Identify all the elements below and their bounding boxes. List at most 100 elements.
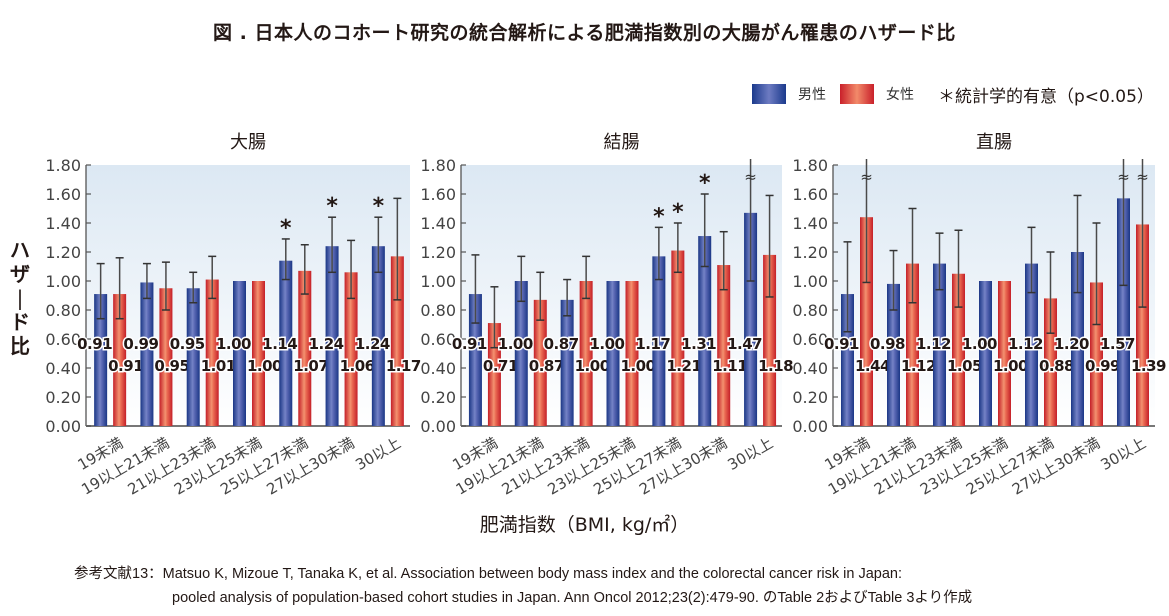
bar-female	[1044, 298, 1057, 426]
value-label-female: 1.12	[901, 357, 936, 375]
bar-female	[344, 272, 358, 426]
bar-male	[652, 256, 666, 426]
bar-female	[487, 323, 501, 426]
legend: 男性 女性 ＊統計学的有意（p<0.05）	[752, 82, 1154, 107]
significance-asterisk: *	[373, 194, 385, 219]
value-label-female: 1.01	[201, 357, 236, 375]
plot-background	[833, 165, 1155, 426]
axis-break-mark: ≈	[860, 168, 873, 186]
y-tick-label: 0.00	[792, 417, 828, 436]
plot-background	[461, 165, 782, 426]
bar-female	[671, 250, 685, 426]
value-label-male: 1.12	[1008, 335, 1043, 353]
bar-male	[186, 288, 200, 426]
significance-asterisk: *	[699, 171, 711, 196]
x-tick-label: 30以上	[725, 434, 777, 474]
y-tick-label: 1.20	[792, 243, 828, 262]
y-tick-label: 1.40	[792, 214, 828, 233]
panel-title: 直腸	[976, 132, 1012, 153]
value-label-male: 0.87	[544, 335, 579, 353]
y-tick-label: 0.60	[792, 330, 828, 349]
y-tick-label: 0.80	[792, 301, 828, 320]
reference-line-2: pooled analysis of population-based coho…	[172, 590, 973, 606]
value-label-male: 0.91	[824, 335, 859, 353]
y-tick-label: 1.80	[792, 156, 828, 175]
value-label-male: 1.24	[309, 335, 344, 353]
bar-female	[998, 281, 1011, 426]
y-tick-label: 1.40	[45, 214, 81, 233]
bar-male	[1071, 252, 1084, 426]
y-tick-label: 0.60	[45, 330, 81, 349]
legend-significance-note: ＊統計学的有意（p<0.05）	[938, 86, 1154, 107]
bar-female	[113, 294, 127, 426]
value-label-female: 1.17	[386, 357, 421, 375]
bar-female	[579, 281, 593, 426]
value-label-male: 1.17	[635, 335, 670, 353]
y-tick-label: 1.60	[792, 185, 828, 204]
significance-asterisk: *	[326, 194, 338, 219]
y-tick-label: 0.40	[420, 359, 456, 378]
panel-title: 大腸	[230, 132, 266, 153]
y-axis-label-char: 比	[10, 334, 30, 358]
bar-male	[325, 246, 339, 426]
value-label-male: 0.91	[452, 335, 487, 353]
y-tick-label: 1.00	[45, 272, 81, 291]
value-label-female: 0.95	[154, 357, 189, 375]
bar-male	[514, 281, 528, 426]
bar-male	[140, 282, 154, 426]
bar-female	[1090, 282, 1103, 426]
value-label-male: 1.20	[1054, 335, 1089, 353]
y-tick-label: 0.20	[792, 388, 828, 407]
y-tick-label: 0.40	[792, 359, 828, 378]
value-label-female: 1.44	[855, 357, 890, 375]
value-label-female: 1.07	[293, 357, 328, 375]
y-axis-label-char: ド	[10, 310, 30, 334]
bar-male	[1117, 198, 1130, 426]
value-label-female: 1.05	[947, 357, 982, 375]
bar-male	[744, 212, 758, 426]
bar-female	[205, 279, 219, 426]
bar-male	[94, 294, 108, 426]
significance-asterisk: *	[280, 216, 292, 241]
value-label-male: 1.14	[262, 335, 297, 353]
y-tick-label: 0.00	[420, 417, 456, 436]
y-tick-label: 1.60	[45, 185, 81, 204]
bar-female	[1136, 224, 1149, 426]
value-label-male: 1.12	[916, 335, 951, 353]
value-label-female: 1.00	[247, 357, 282, 375]
value-label-male: 1.00	[589, 335, 624, 353]
axis-break-mark: ≈	[1136, 168, 1149, 186]
bar-female	[906, 263, 919, 426]
bar-male	[1025, 263, 1038, 426]
y-axis-label-char: |	[16, 286, 24, 310]
value-label-female: 0.99	[1085, 357, 1120, 375]
value-label-female: 0.91	[108, 357, 143, 375]
value-label-male: 1.47	[727, 335, 762, 353]
legend-swatch-male	[752, 84, 786, 104]
value-label-female: 1.00	[620, 357, 655, 375]
y-tick-label: 0.20	[420, 388, 456, 407]
value-label-female: 0.88	[1039, 357, 1074, 375]
bar-male	[606, 281, 620, 426]
value-label-male: 1.57	[1100, 335, 1135, 353]
y-tick-label: 0.40	[45, 359, 81, 378]
value-label-female: 0.71	[483, 357, 518, 375]
y-tick-label: 0.20	[45, 388, 81, 407]
bar-male	[279, 260, 293, 426]
reference-prefix: 参考文献13：	[74, 566, 163, 582]
value-label-female: 1.00	[575, 357, 610, 375]
reference-line-1: Matsuo K, Mizoue T, Tanaka K, et al. Ass…	[162, 566, 903, 582]
value-label-female: 0.87	[529, 357, 564, 375]
x-axis-label: 肥満指数（BMI, kg/㎡）	[479, 514, 690, 536]
significance-asterisk: *	[653, 204, 665, 229]
legend-label-female: 女性	[886, 87, 914, 103]
value-label-male: 0.95	[170, 335, 205, 353]
value-label-male: 1.24	[355, 335, 390, 353]
y-axis-label-char: ザ	[10, 262, 30, 286]
legend-label-male: 男性	[798, 87, 826, 103]
reference: 参考文献13：Matsuo K, Mizoue T, Tanaka K, et …	[74, 562, 972, 610]
y-tick-label: 0.80	[45, 301, 81, 320]
y-axis-label-char: ハ	[10, 238, 30, 262]
axis-break-mark: ≈	[744, 168, 757, 186]
